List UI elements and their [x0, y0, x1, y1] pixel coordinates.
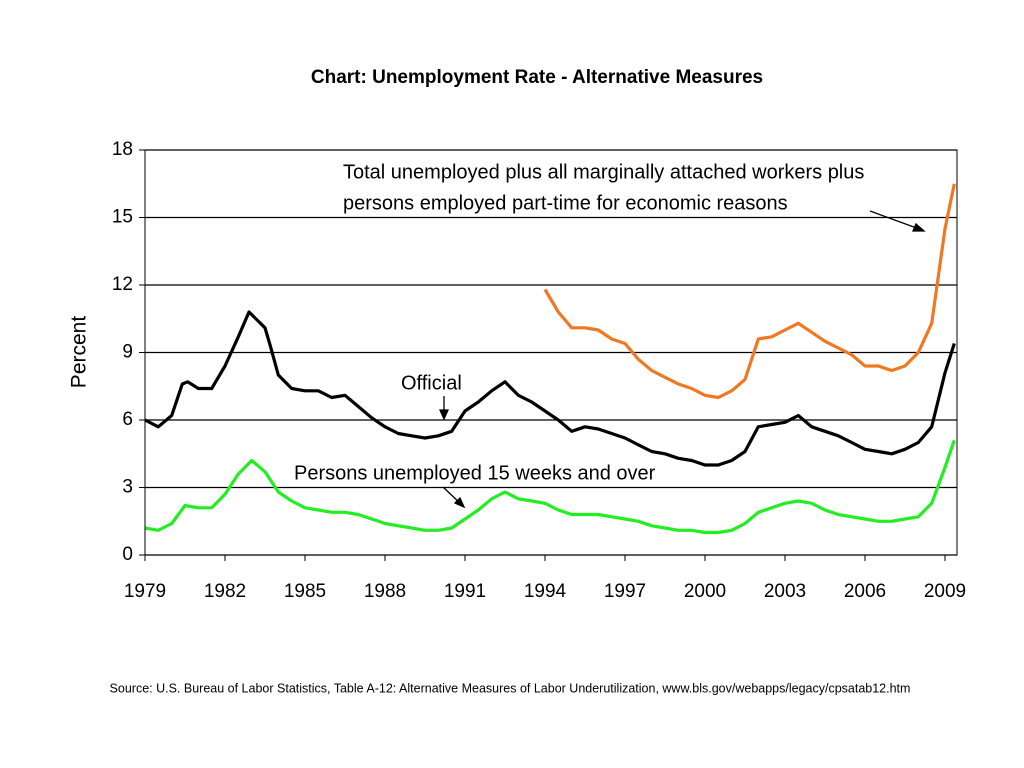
y-tick-label: 12	[112, 274, 133, 295]
x-tick-label: 1985	[284, 581, 326, 602]
x-tick-label: 1979	[124, 581, 166, 602]
annotation: persons employed part-time for economic …	[343, 192, 788, 214]
lines	[144, 183, 956, 535]
axes: 0 3 6 9 12 15 18 1979 1982 1985 1988 1991 1994 1997 20…	[112, 139, 966, 602]
series-line	[543, 183, 956, 400]
x-tick-label: 1997	[604, 581, 646, 602]
annotation: Persons unemployed 15 weeks and over	[294, 462, 656, 484]
x-tick-label: 1982	[204, 581, 246, 602]
y-tick-label: 15	[112, 207, 133, 228]
annotation: Total unemployed plus all marginally att…	[343, 161, 864, 183]
y-tick-label: 9	[122, 342, 133, 363]
x-tick-label: 1991	[444, 581, 486, 602]
annotation: Official	[401, 372, 462, 394]
y-axis-label: Percent	[68, 316, 91, 389]
source-note: Source: U.S. Bureau of Labor Statistics,…	[110, 681, 911, 695]
x-tick-label: 2006	[844, 581, 886, 602]
arrow-head	[453, 496, 466, 509]
y-tick-label: 3	[122, 477, 133, 498]
x-tick-label: 1988	[364, 581, 406, 602]
arrow	[869, 210, 923, 231]
x-tick-label: 2009	[924, 581, 966, 602]
series-line	[144, 310, 956, 467]
series-line	[144, 439, 956, 535]
x-tick-label: 2003	[764, 581, 806, 602]
chart-title: Chart: Unemployment Rate - Alternative M…	[311, 67, 763, 88]
y-tick-label: 18	[112, 139, 133, 160]
arrow-head	[912, 222, 926, 232]
annotation-arrows	[438, 210, 926, 509]
arrow-head	[438, 409, 450, 421]
y-tick-label: 0	[122, 544, 133, 565]
y-tick-label: 6	[122, 409, 133, 430]
x-tick-label: 1994	[524, 581, 567, 602]
x-tick-label: 2000	[684, 581, 726, 602]
